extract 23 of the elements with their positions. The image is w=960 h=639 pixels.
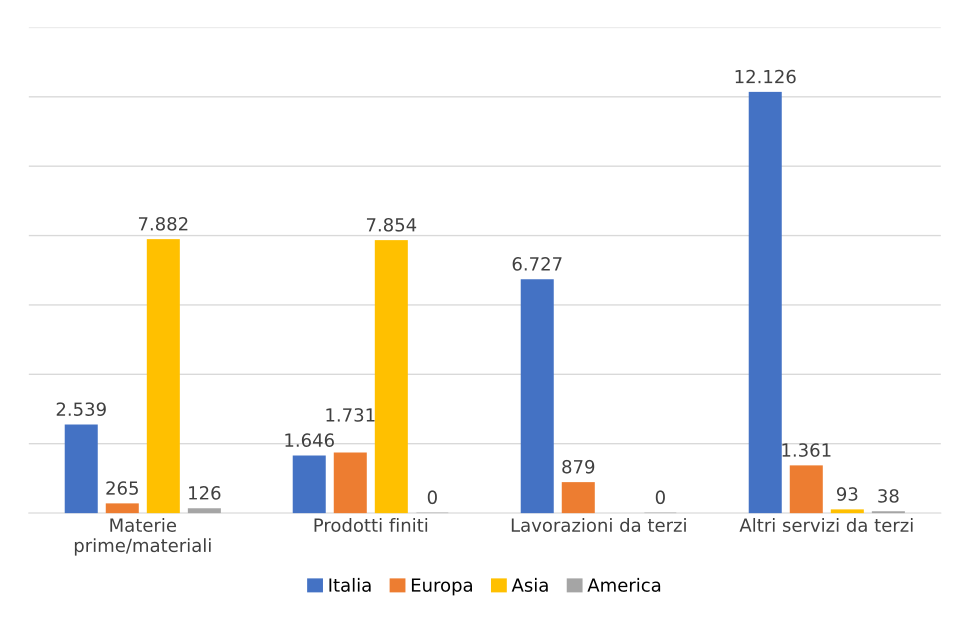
data-label: 1.646: [285, 433, 334, 447]
data-label: 38: [878, 489, 899, 503]
legend-label: America: [587, 578, 660, 592]
x-tick-label: Prodotti finiti: [314, 518, 428, 532]
x-tick-label: Altri servizi da terzi: [740, 518, 913, 532]
data-label: 0: [428, 490, 437, 504]
data-label: 2.539: [56, 402, 106, 416]
x-tick-label: Materie prime/materiali: [74, 518, 211, 556]
x-tick-label: Lavorazioni da terzi: [512, 518, 686, 532]
data-label: 6.727: [512, 257, 562, 271]
data-label: 7.854: [366, 218, 416, 232]
data-label: 93: [836, 487, 858, 501]
data-label: 879: [562, 460, 594, 474]
legend-label: Asia: [512, 578, 548, 592]
data-label: 12.126: [736, 70, 796, 84]
data-label: 1.361: [782, 443, 830, 457]
data-label: 126: [189, 486, 220, 500]
legend-label: Europa: [412, 578, 472, 596]
data-label: 1.731: [326, 408, 374, 422]
legend-label: Italia: [329, 578, 371, 592]
data-label: 7.882: [138, 216, 188, 231]
data-label: 0: [656, 490, 665, 504]
data-label: 265: [106, 481, 138, 495]
